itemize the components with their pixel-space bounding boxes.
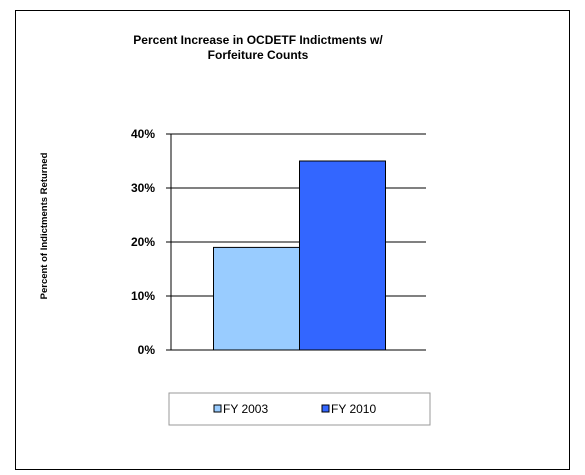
y-tick-label: 30% xyxy=(131,181,155,195)
chart-frame: Percent Increase in OCDETF Indictments w… xyxy=(15,10,570,470)
legend: FY 2003 FY 2010 xyxy=(168,392,431,426)
axes xyxy=(170,134,426,351)
legend-swatch xyxy=(321,404,330,413)
y-tick-label: 0% xyxy=(138,343,156,357)
bar-fy-2010 xyxy=(299,160,386,351)
legend-label: FY 2010 xyxy=(331,402,376,416)
bars xyxy=(213,160,386,351)
legend-entries: FY 2003 FY 2010 xyxy=(213,402,376,416)
y-axis-label: Percent of Indictments Returned xyxy=(39,152,50,299)
legend-box xyxy=(168,392,431,426)
legend-swatch xyxy=(213,404,222,413)
y-tick-label: 10% xyxy=(131,289,155,303)
y-tick-labels: 0% 10% 20% 30% 40% xyxy=(131,127,155,357)
y-tick-label: 40% xyxy=(131,127,155,141)
chart-title-line-2: Forfeiture Counts xyxy=(208,48,309,62)
chart-title-line-1: Percent Increase in OCDETF Indictments w… xyxy=(133,33,383,47)
bar-chart: Percent Increase in OCDETF Indictments w… xyxy=(39,33,431,426)
legend-label: FY 2003 xyxy=(223,402,268,416)
y-tick-label: 20% xyxy=(131,235,155,249)
bar-fy-2003 xyxy=(213,246,300,351)
